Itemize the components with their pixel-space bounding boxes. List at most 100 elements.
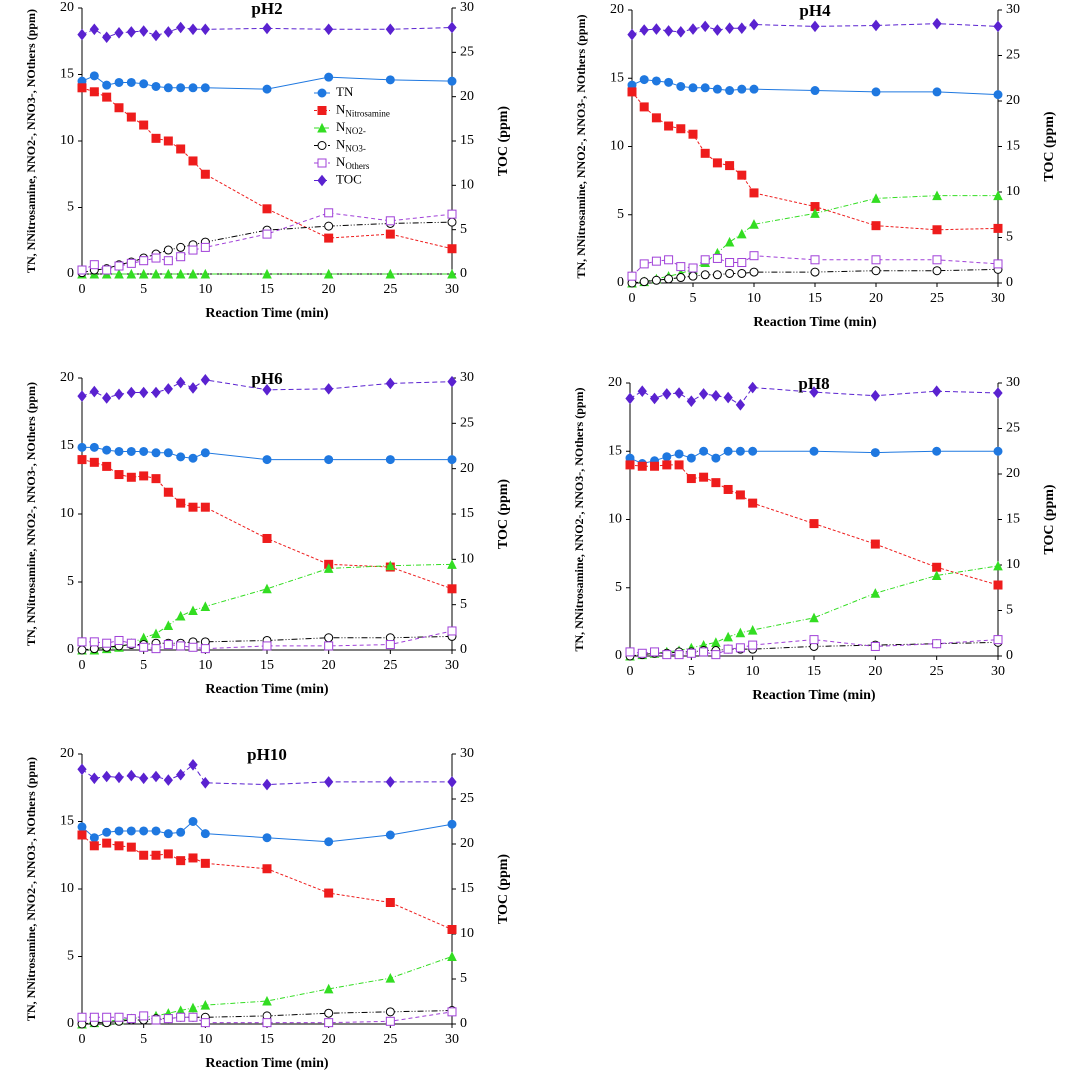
- marker: [748, 381, 758, 394]
- y-tick-label: 15: [60, 438, 74, 453]
- marker: [176, 827, 186, 837]
- y2-tick-label: 15: [460, 506, 474, 521]
- marker: [138, 268, 149, 279]
- marker: [932, 225, 942, 235]
- marker: [139, 642, 149, 652]
- marker: [723, 391, 733, 404]
- marker: [735, 399, 746, 411]
- marker: [200, 829, 210, 839]
- marker: [176, 21, 186, 34]
- y2-tick-label: 10: [1006, 184, 1020, 199]
- y-tick-label: 20: [608, 375, 622, 390]
- marker: [200, 858, 210, 868]
- y2-tick-label: 25: [460, 45, 474, 60]
- y2-tick-label: 25: [460, 791, 474, 806]
- marker: [200, 601, 211, 611]
- marker: [324, 233, 334, 243]
- marker: [176, 641, 186, 651]
- marker: [200, 644, 210, 654]
- marker: [89, 385, 99, 398]
- marker: [737, 22, 747, 35]
- marker: [151, 474, 161, 484]
- legend-label: NNO3-: [336, 136, 366, 153]
- marker: [686, 648, 696, 658]
- marker: [151, 29, 161, 42]
- series-line: [631, 23, 999, 36]
- marker: [200, 23, 210, 36]
- y-tick-label: 5: [615, 580, 622, 595]
- x-tick-label: 25: [930, 291, 944, 306]
- y-tick-label: 10: [60, 133, 74, 148]
- marker: [637, 648, 647, 658]
- marker: [163, 829, 173, 839]
- marker: [711, 389, 721, 402]
- marker: [102, 265, 112, 275]
- marker: [747, 624, 758, 635]
- marker: [77, 265, 87, 275]
- marker: [688, 271, 698, 281]
- marker: [77, 822, 87, 832]
- marker: [139, 25, 149, 37]
- marker: [447, 819, 457, 829]
- marker: [324, 23, 334, 36]
- x-tick-label: 10: [747, 291, 761, 306]
- marker: [993, 190, 1003, 201]
- y2-tick-label: 5: [1006, 603, 1013, 618]
- marker: [735, 446, 745, 456]
- marker: [625, 647, 635, 657]
- marker: [699, 647, 709, 657]
- marker: [385, 972, 396, 983]
- marker: [324, 72, 334, 82]
- marker: [699, 472, 709, 482]
- marker: [176, 498, 186, 508]
- marker: [385, 268, 396, 279]
- marker: [662, 388, 672, 400]
- marker: [114, 77, 124, 87]
- marker: [139, 826, 149, 836]
- marker: [163, 487, 173, 497]
- marker: [151, 850, 161, 860]
- y-tick-label: 10: [608, 512, 622, 527]
- marker: [712, 158, 722, 168]
- marker: [114, 388, 124, 401]
- y2-tick-label: 15: [460, 881, 474, 896]
- marker: [77, 1012, 87, 1022]
- x-axis-label: Reaction Time (min): [752, 688, 875, 703]
- marker: [151, 386, 161, 399]
- marker: [700, 148, 710, 158]
- y2-tick-label: 30: [460, 0, 474, 15]
- marker: [163, 448, 173, 458]
- marker: [723, 644, 733, 654]
- marker: [102, 827, 112, 837]
- marker: [664, 121, 674, 131]
- marker: [163, 1014, 173, 1024]
- y2-axis-label: TOC (ppm): [496, 106, 511, 176]
- marker: [114, 27, 124, 39]
- marker: [77, 83, 87, 93]
- marker: [139, 79, 149, 89]
- marker: [749, 219, 759, 229]
- x-tick-label: 30: [445, 282, 459, 297]
- marker: [385, 1016, 395, 1026]
- y-tick-label: 15: [60, 814, 74, 829]
- x-tick-label: 20: [322, 282, 336, 297]
- marker: [324, 776, 334, 788]
- marker: [385, 229, 395, 239]
- marker: [89, 1012, 99, 1022]
- x-tick-label: 25: [930, 664, 944, 679]
- marker: [324, 1008, 334, 1018]
- marker: [871, 266, 881, 276]
- marker: [686, 474, 696, 484]
- legend-marker: [317, 88, 327, 98]
- marker: [662, 452, 672, 462]
- x-tick-label: 0: [79, 1032, 86, 1047]
- marker: [126, 1014, 136, 1024]
- marker: [176, 768, 186, 781]
- series-line: [81, 87, 453, 250]
- marker: [262, 204, 272, 214]
- marker: [188, 245, 198, 255]
- marker: [737, 258, 747, 268]
- marker: [102, 392, 112, 404]
- marker: [77, 455, 87, 465]
- marker: [324, 641, 334, 651]
